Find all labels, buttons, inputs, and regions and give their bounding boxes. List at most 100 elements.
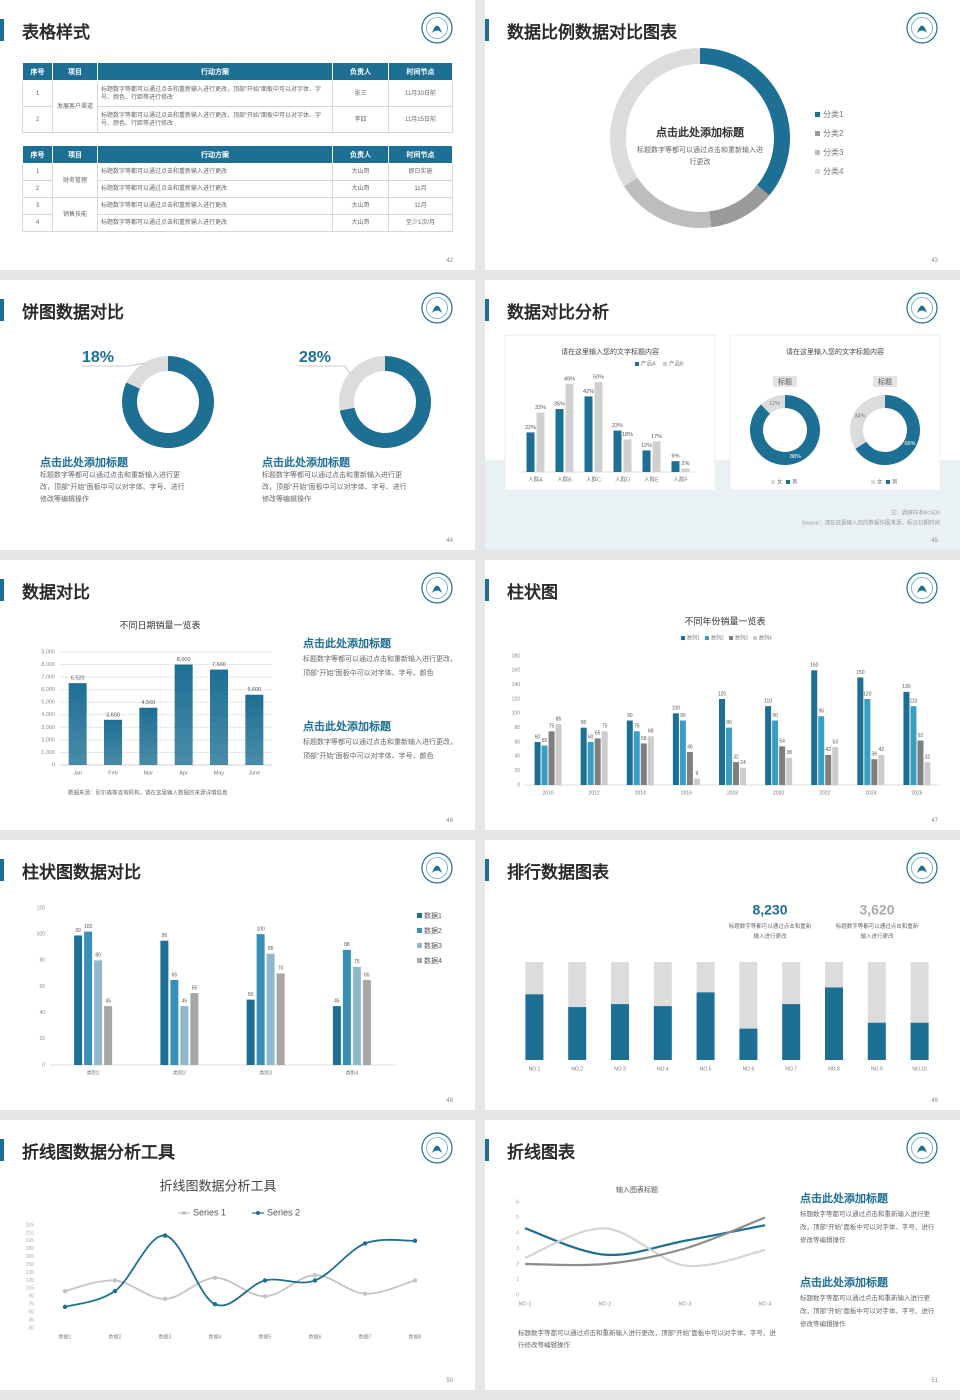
bar [342, 949, 351, 1065]
chart-title: 不同日期销量一览表 [119, 619, 200, 630]
y-tick-label: 20 [39, 1036, 45, 1042]
legend-label: 男 [892, 478, 898, 485]
x-tick-label: 2012 [589, 790, 600, 796]
bar [68, 683, 87, 765]
header-cell: 序号 [22, 145, 53, 164]
point [112, 1288, 118, 1294]
time-cell: 11月 [388, 180, 453, 198]
bar [555, 724, 562, 785]
logo-mark [917, 865, 927, 873]
bar [910, 706, 917, 785]
point [162, 1296, 168, 1302]
bar [555, 409, 564, 472]
slide-title: 饼图数据对比 [22, 303, 124, 322]
value-label: 130 [902, 684, 911, 690]
slide-canvas [421, 12, 453, 44]
bar [534, 742, 541, 785]
bar [611, 1004, 629, 1060]
legend-swatch [815, 131, 820, 136]
y-tick-label: 135 [26, 1270, 35, 1276]
note: Source：请在这里输入您的数据作图来源，标注日期时间 [802, 518, 940, 526]
line [64, 1234, 416, 1308]
x-tick-label: 2018 [727, 790, 738, 796]
bar [362, 979, 371, 1065]
donut-segment [126, 356, 168, 389]
page-number: 46 [446, 818, 453, 824]
legend-swatch [417, 928, 422, 933]
slide: 输入图表标题 0 1 2 3 4 5 6 NO.1 NO.2 NO.3 NO.4 折线图表 51 点击此处添… [485, 1120, 960, 1390]
value-label: 7,600 [212, 662, 226, 668]
x-tick-label: NO.7 [785, 1066, 797, 1072]
x-tick-label: 2026 [911, 790, 922, 796]
value-label: 53 [832, 739, 838, 745]
legend-label: 分类2 [823, 128, 844, 138]
slide: 请在这里输入您的文字标题内容 产品A 产品B 人群A 22% 33% 人群B 35% 49% 人群… [485, 280, 960, 550]
point [212, 1302, 218, 1307]
bar [245, 694, 264, 765]
legend-label: 数据3 [424, 941, 442, 950]
x-tick-label: 数据4 [209, 1333, 222, 1340]
value-label: 75 [602, 724, 608, 730]
value-label: 12% [641, 443, 652, 449]
value-label: 120 [863, 691, 872, 697]
value-label: 4,560 [141, 700, 155, 706]
logo-inner [426, 17, 448, 39]
title-accent [485, 1139, 489, 1161]
donut-segment [624, 177, 712, 228]
value-label: 65 [364, 972, 370, 978]
value-label: 2% [682, 461, 690, 467]
value-label: 80 [726, 720, 732, 726]
owner-cell: 大山哥 [332, 163, 389, 181]
page-number: 43 [931, 258, 938, 264]
legend-label: 数列2 [711, 634, 724, 641]
title-accent [0, 1139, 4, 1161]
page-number: 50 [446, 1378, 453, 1384]
slide: 0 20 40 60 80 100 120 类别1 99 102 80 45 类别2 95 65 45 55 类别… [0, 840, 475, 1110]
bar [640, 743, 647, 785]
slide-title: 数据比例数据对比图表 [507, 23, 677, 42]
y-tick-label: 3 [516, 1246, 519, 1252]
bar [867, 1022, 886, 1060]
value-label: 65 [595, 731, 601, 737]
x-tick-label: NO.6 [743, 1066, 755, 1072]
bar [779, 746, 786, 785]
y-tick-label: 105 [26, 1286, 35, 1292]
point [62, 1288, 68, 1294]
bar [825, 987, 843, 1060]
x-tick-label: 数据8 [409, 1333, 422, 1340]
legend-label: 女 [877, 477, 883, 485]
y-tick-label: 3,000 [41, 725, 55, 731]
x-tick-label: June [248, 770, 260, 776]
value-label: 50% [593, 374, 604, 380]
value-label: 8,000 [177, 657, 191, 663]
donut-segment [709, 185, 770, 228]
row-number: 1 [22, 80, 53, 107]
table-row: 1 财务管理 标题数字等都可以通过点击和重新输入进行更改 大山哥 即日实施 [22, 163, 453, 198]
item-cell: 发展客户渠道 [52, 80, 98, 133]
title-accent [0, 19, 4, 41]
legend-swatch [753, 636, 757, 640]
tag-label: 标题 [778, 377, 792, 386]
donut-heading: 点击此处添加标题 [656, 125, 745, 139]
point [212, 1275, 218, 1281]
bar [594, 738, 601, 785]
x-tick-label: 数据2 [109, 1333, 122, 1340]
logo-mark [432, 585, 442, 593]
value-label: 110 [909, 698, 917, 704]
y-tick-label: 0 [516, 1292, 519, 1298]
bar [594, 382, 603, 472]
value-label: 100 [256, 926, 265, 932]
y-tick-label: 90 [28, 1294, 34, 1300]
value-label: 6% [672, 454, 680, 460]
value-label: 75 [549, 724, 555, 730]
legend-label: 数据2 [424, 926, 442, 935]
legend-label: 数列1 [687, 634, 700, 641]
bar [525, 994, 544, 1060]
slide-canvas: 不同日期销量一览表 0 1,000 2,000 3,000 4,000 5,000 6,000… [41, 572, 453, 796]
y-tick-label: 40 [514, 754, 520, 760]
x-tick-label: 类别1 [87, 1069, 100, 1076]
bar [696, 992, 715, 1060]
leader-line [82, 362, 144, 367]
